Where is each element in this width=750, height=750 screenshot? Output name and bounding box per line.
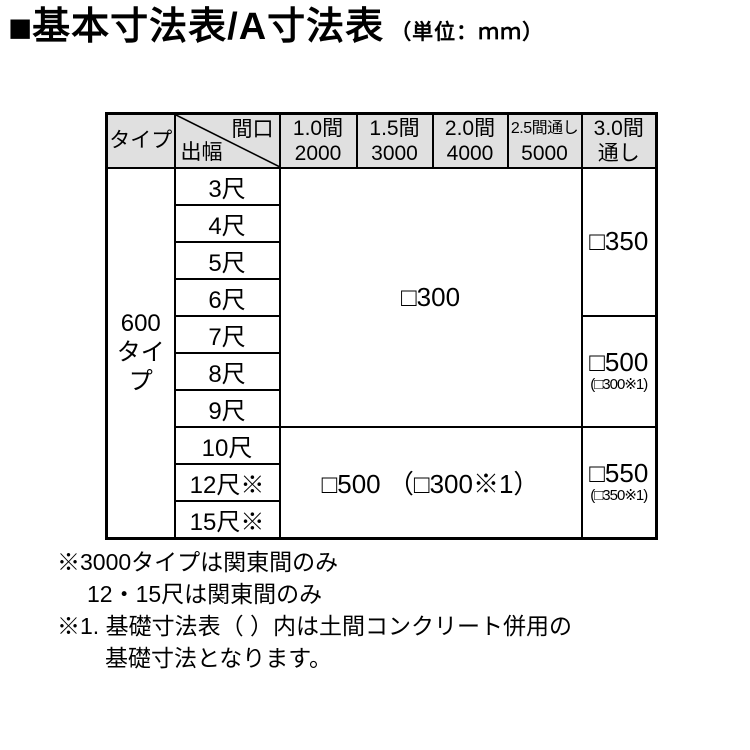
page-title-text: 基本寸法表/A寸法表 — [32, 6, 385, 48]
value-cell-550: □550 (□350※1) — [580, 425, 658, 539]
diagonal-divider-line — [176, 115, 279, 167]
footnote-line: 12・15尺は関東間のみ — [87, 581, 323, 607]
row-label-7shaku: 7尺 — [173, 314, 281, 354]
table-row: 5尺 — [107, 240, 657, 280]
row-label-12shaku: 12尺※ — [173, 462, 281, 502]
value-cell-350: □350 — [580, 166, 658, 317]
black-square-marker: ■ — [8, 6, 33, 50]
header-col-1-0ken: 1.0間 2000 — [278, 112, 358, 169]
header-col-3-0ken: 3.0間 通し — [580, 112, 658, 169]
table-row: 9尺 — [107, 388, 657, 428]
table-row: 7尺 □500 (□300※1) — [107, 314, 658, 428]
header-diagonal-cell: 間口 出幅 — [173, 112, 281, 169]
row-label-6shaku: 6尺 — [173, 277, 281, 317]
footnotes: ※3000タイプは関東間のみ 12・15尺は関東間のみ ※1. 基礎寸法表（ ）… — [57, 546, 572, 674]
table-row: 15尺※ — [107, 499, 657, 539]
row-label-10shaku: 10尺 — [173, 425, 281, 465]
row-label-15shaku: 15尺※ — [173, 499, 281, 539]
header-type: タイプ — [105, 112, 176, 169]
footnote-line: ※1. 基礎寸法表（ ）内は土間コンクリート併用の — [57, 613, 572, 639]
page-title: ■ 基本寸法表/A寸法表 （単位：ｍｍ） — [8, 6, 544, 50]
row-label-4shaku: 4尺 — [173, 203, 281, 243]
header-row: タイプ 間口 出幅 1.0間 2000 1.5間 3000 2.0間 4000 — [105, 112, 658, 169]
dimension-table: タイプ 間口 出幅 1.0間 2000 1.5間 3000 2.0間 4000 — [105, 112, 658, 540]
value-cell-300: □300 — [278, 166, 583, 428]
row-label-5shaku: 5尺 — [173, 240, 281, 280]
header-col-2-5ken: 2.5間通し 5000 — [506, 112, 583, 169]
unit-label: （単位：ｍｍ） — [390, 21, 545, 44]
table-row: 6尺 — [107, 277, 657, 317]
table-row: 4尺 — [107, 203, 657, 243]
footnote-line: ※3000タイプは関東間のみ — [57, 549, 339, 575]
header-col-2-0ken: 2.0間 4000 — [431, 112, 509, 169]
value-cell-500-right: □500 (□300※1) — [580, 314, 658, 428]
row-label-8shaku: 8尺 — [173, 351, 281, 391]
table-row: 8尺 — [107, 351, 657, 391]
header-maguchi-label: 間口 — [231, 118, 274, 141]
type-600-cell: 600 タイプ — [105, 166, 176, 539]
header-debaba-label: 出幅 — [180, 140, 223, 164]
table-row: 600 タイプ 3尺 □300 □350 — [105, 166, 658, 539]
table-row: 10尺 □500 （□300※1） □550 (□350※1) — [107, 425, 658, 539]
row-label-9shaku: 9尺 — [173, 388, 281, 428]
table-row: 12尺※ — [107, 462, 657, 502]
header-col-1-5ken: 1.5間 3000 — [355, 112, 434, 169]
value-cell-500-wide: □500 （□300※1） — [278, 425, 583, 539]
footnote-line: 基礎寸法となります。 — [105, 645, 333, 671]
row-label-3shaku: 3尺 — [173, 166, 281, 206]
